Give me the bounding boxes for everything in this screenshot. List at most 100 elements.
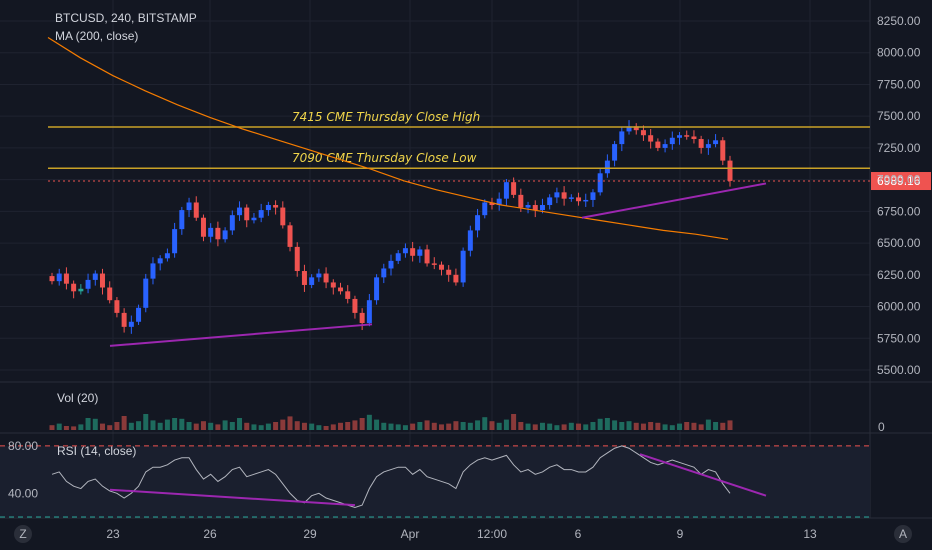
rsi-trendline bbox=[639, 453, 767, 497]
volume-bar bbox=[648, 422, 654, 430]
volume-legend[interactable]: Vol (20) bbox=[57, 391, 98, 405]
volume-bar bbox=[496, 422, 502, 430]
candle bbox=[431, 257, 437, 270]
candlesticks bbox=[49, 120, 733, 334]
volume-bar bbox=[431, 422, 437, 430]
volume-bar bbox=[143, 414, 149, 430]
volume-bar bbox=[78, 424, 84, 430]
symbol-title[interactable]: BTCUSD, 240, BITSTAMP bbox=[55, 11, 197, 25]
volume-bar bbox=[590, 422, 596, 430]
volume-bar bbox=[265, 423, 271, 430]
volume-bar bbox=[251, 424, 257, 430]
volume-bar bbox=[626, 421, 632, 430]
candle bbox=[352, 295, 358, 319]
volume-bar bbox=[114, 422, 120, 430]
time-tick-label: 6 bbox=[575, 527, 582, 541]
price-tick-label: 7000.00 bbox=[877, 173, 921, 187]
volume-bar bbox=[467, 422, 473, 430]
auto-scale-icon: A bbox=[899, 527, 907, 541]
ma-legend[interactable]: MA (200, close) bbox=[55, 29, 138, 43]
volume-bar bbox=[374, 419, 380, 430]
volume-bar bbox=[388, 423, 394, 430]
candle bbox=[374, 274, 380, 305]
candle bbox=[640, 125, 646, 141]
volume-bar bbox=[352, 420, 358, 430]
price-tick-label: 7250.00 bbox=[877, 141, 921, 155]
volume-bar bbox=[150, 420, 156, 430]
volume-bar bbox=[568, 422, 574, 430]
candle bbox=[503, 179, 509, 206]
volume-bar bbox=[330, 424, 336, 430]
volume-bar bbox=[395, 424, 401, 430]
candle bbox=[323, 267, 329, 289]
volume-bar bbox=[604, 418, 610, 430]
candle bbox=[294, 242, 300, 277]
candle bbox=[251, 213, 257, 224]
volume-bar bbox=[381, 422, 387, 430]
volume-bar bbox=[164, 419, 170, 430]
candle bbox=[99, 268, 105, 295]
volume-bar bbox=[698, 424, 704, 430]
candle bbox=[388, 254, 394, 276]
candle bbox=[691, 130, 697, 144]
candle bbox=[619, 126, 625, 152]
candle bbox=[63, 267, 69, 290]
timezone-button[interactable]: Z bbox=[14, 525, 32, 543]
price-trendline bbox=[581, 182, 767, 219]
candle bbox=[78, 284, 84, 295]
volume-bar bbox=[525, 423, 531, 430]
volume-bar bbox=[63, 426, 69, 430]
candle bbox=[172, 222, 178, 258]
time-tick-label: 26 bbox=[203, 527, 217, 541]
candle bbox=[655, 138, 661, 152]
volume-bar bbox=[539, 422, 545, 430]
candle bbox=[215, 221, 221, 247]
annotation-lines: 7415 CME Thursday Close High 7090 CME Thu… bbox=[48, 110, 931, 191]
volume-bar bbox=[316, 425, 322, 430]
candle bbox=[424, 244, 430, 267]
candle bbox=[244, 204, 250, 228]
rsi-legend[interactable]: RSI (14, close) bbox=[57, 444, 136, 458]
volume-bar bbox=[576, 423, 582, 430]
volume-bars: 0 bbox=[49, 414, 885, 434]
price-tick-label: 6250.00 bbox=[877, 268, 921, 282]
volume-bar bbox=[677, 423, 683, 430]
price-axis[interactable]: 8250.00 8000.00 7750.00 7500.00 7250.00 7000.… bbox=[877, 14, 921, 377]
candle bbox=[150, 257, 156, 285]
candle bbox=[301, 264, 307, 292]
candle bbox=[56, 268, 62, 286]
price-tick-label: 6750.00 bbox=[877, 204, 921, 218]
candle bbox=[107, 281, 113, 304]
candle bbox=[71, 280, 77, 299]
candle bbox=[157, 255, 163, 271]
candle bbox=[561, 186, 567, 206]
candle bbox=[568, 194, 574, 202]
candle bbox=[720, 137, 726, 166]
candle bbox=[128, 315, 134, 334]
candle bbox=[359, 308, 365, 331]
candle bbox=[539, 198, 545, 214]
candle bbox=[186, 197, 192, 218]
rsi-tick-label: 80.00 bbox=[8, 439, 38, 453]
rsi-trendline bbox=[109, 488, 356, 507]
volume-bar bbox=[366, 414, 372, 430]
volume-bar bbox=[554, 425, 560, 430]
candle bbox=[179, 206, 185, 235]
volume-bar bbox=[107, 425, 113, 430]
volume-bar bbox=[323, 426, 329, 430]
candle bbox=[705, 139, 711, 155]
volume-bar bbox=[446, 423, 452, 430]
volume-bar bbox=[655, 422, 661, 430]
time-axis[interactable]: 23 26 29 Apr 12:00 6 9 13 bbox=[106, 527, 817, 541]
candle bbox=[280, 201, 286, 229]
candle bbox=[467, 225, 473, 257]
candle bbox=[287, 222, 293, 252]
volume-bar bbox=[244, 422, 250, 430]
volume-bar bbox=[294, 421, 300, 430]
auto-scale-button[interactable]: A bbox=[894, 525, 912, 543]
volume-bar bbox=[453, 421, 459, 430]
ma-200-line bbox=[47, 36, 729, 240]
volume-bar bbox=[583, 424, 589, 430]
candle bbox=[338, 282, 344, 295]
